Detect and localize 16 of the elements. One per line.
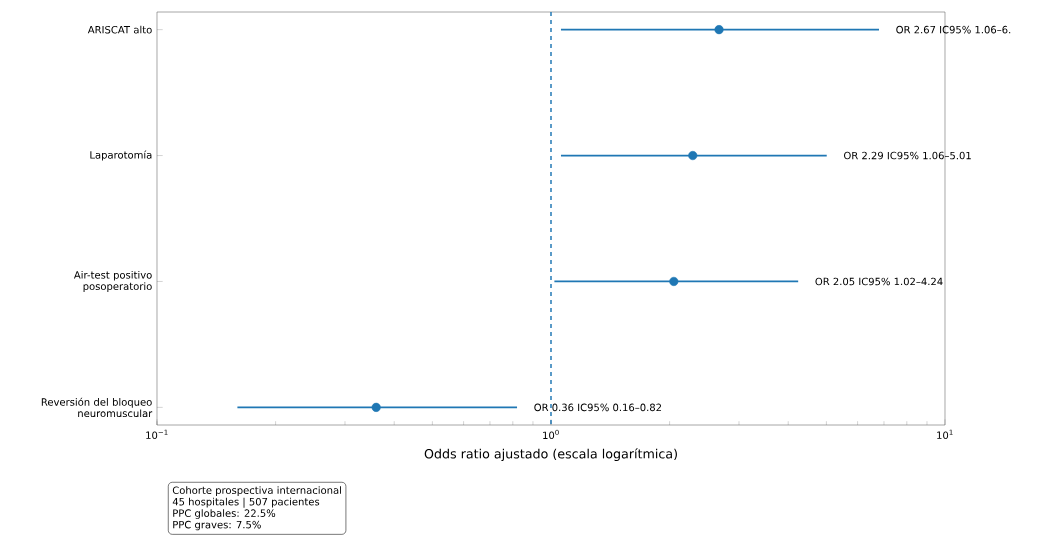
annotation: OR 0.36 IC95% 0.16–0.82: [534, 403, 662, 412]
annotation: OR 2.29 IC95% 1.06–5.01: [844, 151, 971, 160]
annotation: OR 2.67 IC95% 1.06–6.: [896, 25, 1011, 34]
x-axis-title: Odds ratio ajustado (escala logarítmica): [424, 448, 677, 461]
annotation: OR 2.05 IC95% 1.02–4.24: [815, 277, 943, 286]
text: Cohorte prospectiva internacional: [172, 486, 341, 496]
x-tick-label: 10$^{−1}$: [146, 429, 168, 439]
y-tick-label: Air-test positivo posoperatorio: [73, 270, 152, 292]
x-tick-label: 10$^{1}$: [937, 429, 953, 439]
y-tick-label: Reversión del bloqueo neuromuscular: [41, 397, 153, 418]
text: PPC globales: 22.5%: [173, 509, 276, 519]
y-tick-label: Laparotomía: [90, 150, 152, 161]
text: 45 hospitales | 507 pacientes: [172, 497, 320, 508]
y-tick-label: ARISCAT alto: [87, 25, 152, 34]
text: PPC graves: 7.5%: [173, 520, 261, 531]
x-tick-label: 10$^{0}$: [543, 429, 559, 440]
